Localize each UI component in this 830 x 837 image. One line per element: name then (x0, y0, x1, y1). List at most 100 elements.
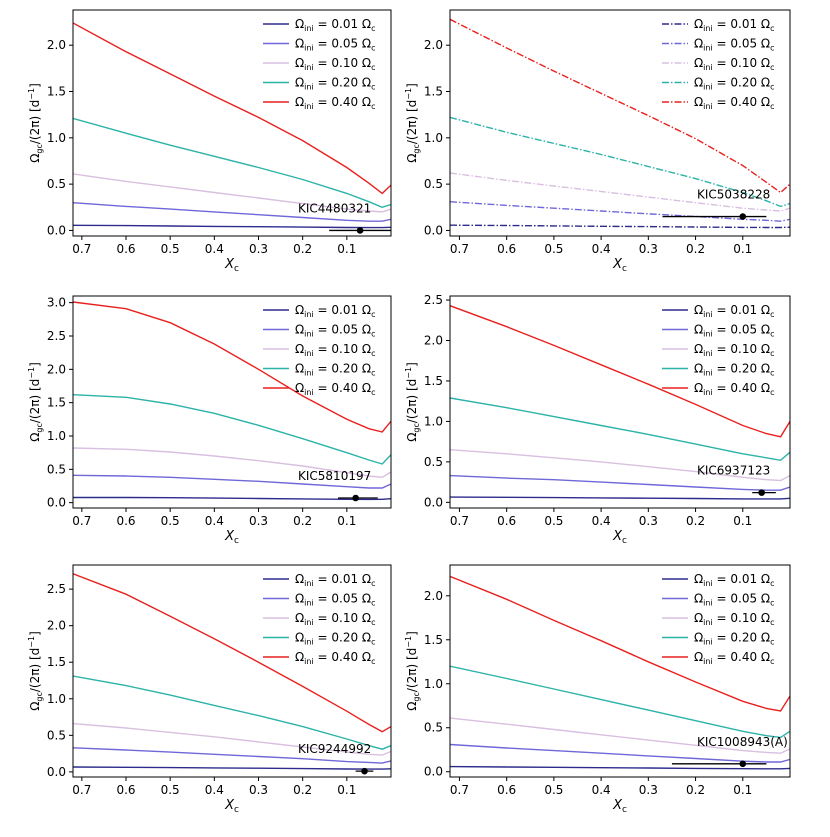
y-axis-label-rest: /(2π) [d (28, 379, 42, 423)
y-tick-label: 1.5 (424, 374, 443, 388)
legend-label: Ωini = 0.20 Ωc (295, 362, 375, 378)
x-tick-label: 0.7 (72, 514, 91, 528)
series-line (450, 449, 790, 482)
legend-sub: ini (703, 579, 713, 588)
x-tick-label: 0.2 (686, 242, 705, 256)
legend-value: = 0.01 Ω (713, 17, 770, 31)
legend-csub: c (770, 330, 774, 339)
series-line (450, 305, 790, 438)
y-axis-label-sub: gc (35, 423, 44, 432)
legend-csub: c (371, 349, 375, 358)
legend-omega: Ω (295, 37, 304, 51)
axes-frame (72, 9, 392, 237)
legend-value: = 0.20 Ω (713, 631, 770, 645)
legend-csub: c (770, 618, 774, 627)
y-tick-label: 3.0 (47, 296, 66, 310)
legend-value: = 0.01 Ω (314, 572, 371, 586)
legend-label: Ωini = 0.10 Ωc (694, 56, 774, 72)
legend-label: Ωini = 0.01 Ωc (295, 303, 375, 319)
y-axis-label-end: ] (28, 362, 42, 367)
y-tick-label: 1.0 (47, 692, 66, 706)
y-axis-label: Ωgc/(2π) [d−1] (27, 83, 44, 163)
y-axis-label-end: ] (405, 83, 419, 88)
legend-omega: Ω (694, 381, 703, 395)
y-tick-label: 2.5 (47, 582, 66, 596)
y-axis-label-sub: gc (412, 423, 421, 432)
legend-label: Ωini = 0.05 Ωc (295, 592, 375, 608)
legend-csub: c (770, 369, 774, 378)
x-tick-label: 0.1 (337, 783, 356, 797)
y-axis-label-rest: /(2π) [d (405, 648, 419, 692)
y-axis-label-exp: −1 (404, 636, 413, 648)
y-tick-label: 2.0 (424, 334, 443, 348)
observation-point (739, 213, 747, 220)
legend-value: = 0.05 Ω (314, 37, 371, 51)
x-tick-label: 0.7 (72, 242, 91, 256)
y-axis-label-end: ] (405, 362, 419, 367)
legend-csub: c (371, 44, 375, 53)
series-line (73, 22, 391, 195)
chart-panel: 0.7 0.6 0.5 0.4 0.3 0.2 0.1 0.0 0.5 1.0 1.5 2.0 2.5 X… (404, 293, 791, 546)
legend-omega: Ω (694, 37, 703, 51)
star-label: KIC6937123 (697, 464, 770, 478)
observation-point (739, 760, 747, 768)
legend-sub: ini (703, 657, 713, 666)
legend-sub: ini (304, 638, 314, 647)
legend-sub: ini (703, 44, 713, 53)
x-tick-label: 0.6 (116, 783, 135, 797)
legend-value: = 0.10 Ω (713, 56, 770, 70)
x-tick-label: 0.7 (450, 242, 469, 256)
series-line (73, 202, 391, 222)
y-tick-label: 1.0 (424, 131, 443, 145)
chart-panel: 0.7 0.6 0.5 0.4 0.3 0.2 0.1 0.0 0.5 1.0 1.5 2.0 Xc Ωg… (404, 9, 791, 274)
legend-label: Ωini = 0.05 Ωc (694, 592, 774, 608)
legend-csub: c (770, 657, 774, 666)
y-axis-label: Ωgc/(2π) [d−1] (404, 362, 421, 442)
legend-omega: Ω (295, 303, 304, 317)
y-tick-label: 1.5 (47, 655, 66, 669)
y-tick-label: 2.0 (47, 619, 66, 633)
legend-sub: ini (304, 657, 314, 666)
legend-value: = 0.01 Ω (713, 303, 770, 317)
y-tick-label: 1.0 (424, 677, 443, 691)
x-tick-label: 0.1 (733, 783, 752, 797)
legend-label: Ωini = 0.10 Ωc (694, 611, 774, 627)
y-axis-label-exp: −1 (27, 88, 36, 100)
y-tick-label: 2.0 (47, 362, 66, 376)
x-tick-label: 0.5 (161, 783, 180, 797)
x-axis-label-main: X (224, 257, 235, 272)
observation-point (352, 494, 359, 502)
x-tick-label: 0.2 (293, 783, 312, 797)
legend-label: Ωini = 0.20 Ωc (295, 76, 375, 92)
y-axis-label-end: ] (28, 631, 42, 636)
series-line (450, 765, 790, 770)
legend-omega: Ω (295, 17, 304, 31)
legend-csub: c (371, 24, 375, 33)
legend-value: = 0.05 Ω (713, 37, 770, 51)
x-axis-label-main: X (224, 529, 235, 544)
series-line (450, 116, 790, 208)
chart-panel: 0.7 0.6 0.5 0.4 0.3 0.2 0.1 0.0 0.5 1.0 1.5 2.0 2.5 X… (27, 564, 392, 815)
legend-csub: c (770, 83, 774, 92)
x-tick-label: 0.4 (205, 242, 224, 256)
observation-point (758, 489, 765, 496)
legend-label: Ωini = 0.05 Ωc (694, 37, 774, 53)
legend-omega: Ω (295, 381, 304, 395)
x-axis-label-sub: c (622, 264, 627, 274)
star-label: KIC4480321 (298, 201, 371, 215)
legend-label: Ωini = 0.10 Ωc (295, 56, 375, 72)
x-axis-label: Xc (612, 798, 627, 815)
legend-omega: Ω (295, 611, 304, 625)
x-tick-label: 0.1 (337, 242, 356, 256)
y-tick-label: 0.0 (47, 765, 66, 779)
legend-omega: Ω (295, 362, 304, 376)
legend-sub: ini (304, 310, 314, 319)
legend-csub: c (371, 369, 375, 378)
legend-sub: ini (703, 599, 713, 608)
legend-value: = 0.01 Ω (713, 572, 770, 586)
y-tick-label: 0.0 (424, 765, 443, 779)
legend-value: = 0.20 Ω (713, 76, 770, 90)
y-tick-label: 0.5 (424, 177, 443, 191)
legend-label: Ωini = 0.40 Ωc (694, 381, 774, 397)
